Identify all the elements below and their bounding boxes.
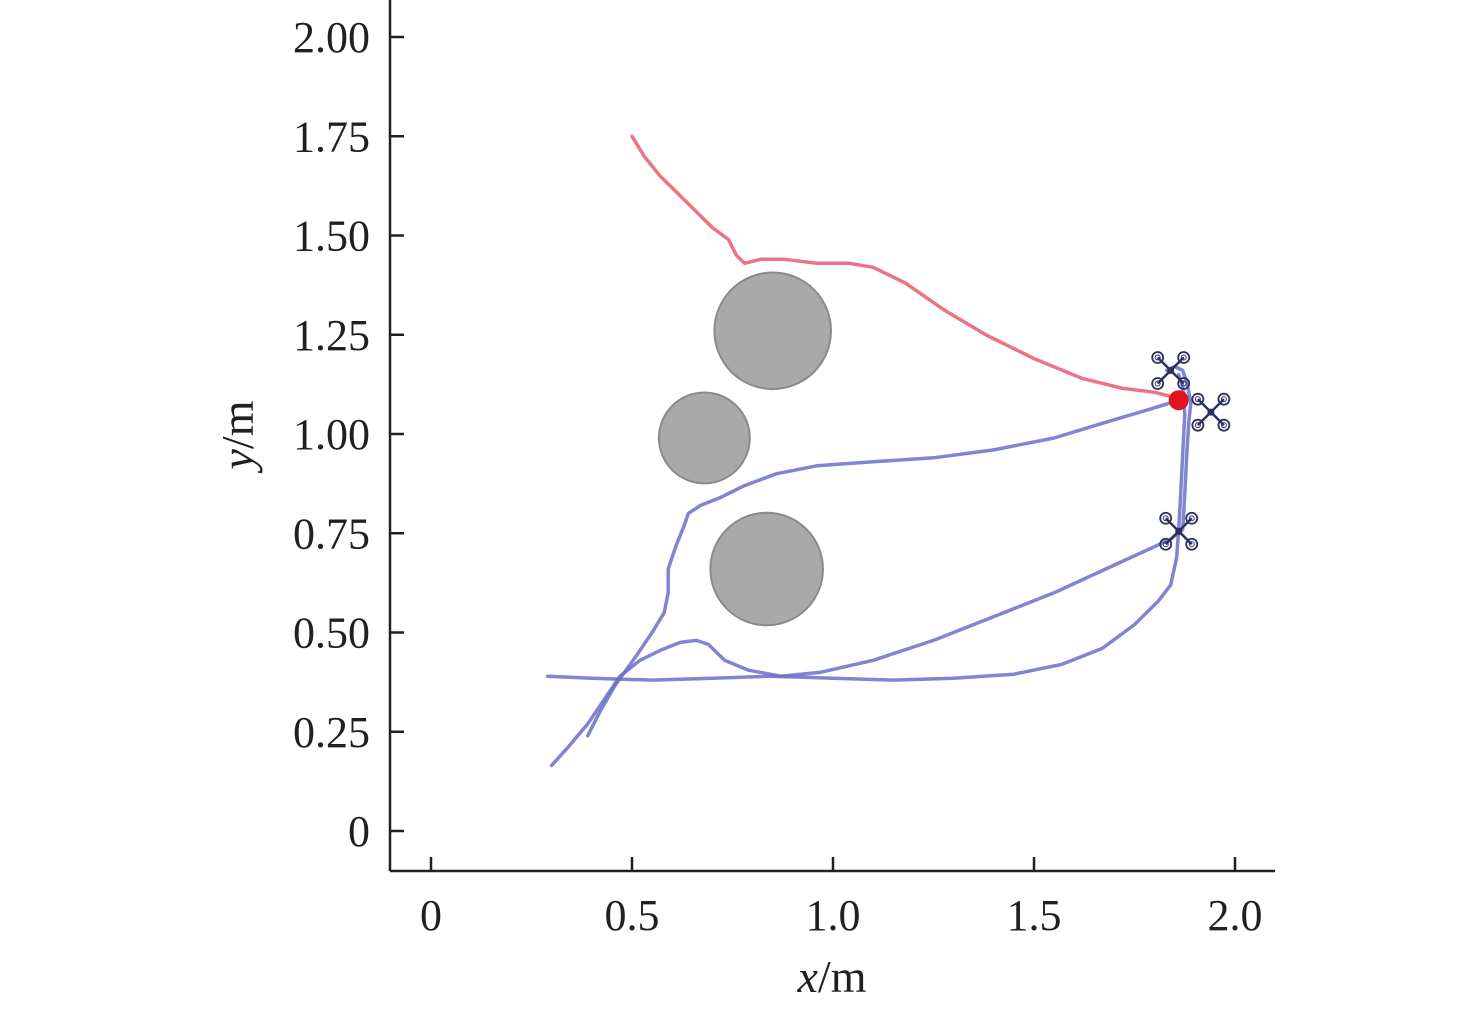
target-trajectory-line bbox=[630, 134, 1181, 401]
x-tick-label: 2.0 bbox=[1208, 891, 1263, 940]
drones-layer bbox=[1151, 351, 1231, 551]
y-axis-label: y/m bbox=[212, 400, 263, 473]
y-tick-label: 2.00 bbox=[293, 13, 370, 62]
drone-1-trajectory-line bbox=[549, 364, 1193, 768]
target-layer bbox=[1168, 390, 1189, 411]
target-point-marker bbox=[1168, 390, 1189, 411]
y-tick-label: 0.75 bbox=[293, 509, 370, 558]
drone-3-trajectory-line bbox=[545, 372, 1187, 682]
axes-layer bbox=[388, 0, 1275, 873]
drone-icon-1 bbox=[1151, 351, 1191, 390]
x-tick-label: 0.5 bbox=[605, 891, 660, 940]
drone-icon-2 bbox=[1191, 392, 1231, 432]
x-tick-label: 1.0 bbox=[806, 891, 861, 940]
obstacle-circle-2 bbox=[657, 391, 751, 485]
y-tick-label: 1.50 bbox=[293, 212, 370, 261]
y-tick-label: 0.50 bbox=[293, 609, 370, 658]
drone-icon-3 bbox=[1159, 511, 1199, 551]
y-tick-label: 1.00 bbox=[293, 410, 370, 459]
drone-2-trajectory-line bbox=[586, 398, 1181, 738]
x-axis-label: x/m bbox=[797, 951, 867, 1002]
obstacles-layer bbox=[657, 271, 832, 627]
y-tick-label: 0.25 bbox=[293, 708, 370, 757]
paths-layer bbox=[545, 134, 1193, 768]
y-tick-label: 1.25 bbox=[293, 311, 370, 360]
x-tick-label: 1.5 bbox=[1007, 891, 1062, 940]
y-tick-label: 0 bbox=[348, 807, 370, 856]
x-tick-label: 0 bbox=[420, 891, 442, 940]
obstacle-circle-3 bbox=[709, 511, 824, 627]
ticks-layer: 0 0.5 1.0 1.5 2.000.250.500.751.001.251.501.… bbox=[293, 13, 1263, 940]
obstacle-circle-1 bbox=[713, 271, 832, 391]
y-tick-label: 1.75 bbox=[293, 112, 370, 161]
